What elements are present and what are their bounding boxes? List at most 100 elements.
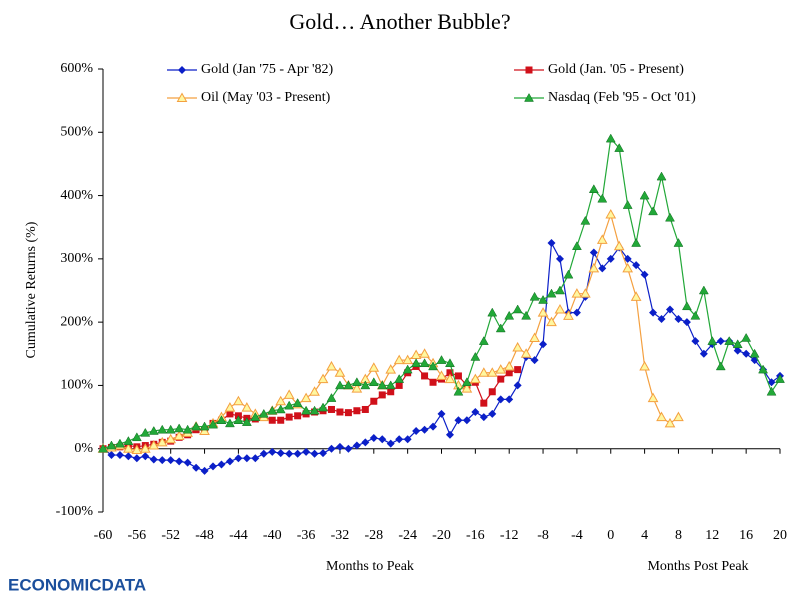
x-tick-label: -60 [94, 528, 113, 543]
marker [149, 455, 158, 464]
marker [277, 416, 285, 424]
marker [674, 314, 683, 323]
marker [370, 397, 378, 405]
marker [504, 310, 515, 320]
marker [512, 304, 523, 314]
x-tick-label: 20 [773, 528, 787, 543]
marker [488, 409, 497, 418]
marker [268, 447, 277, 456]
marker [715, 361, 726, 371]
x-tick-label: -32 [331, 528, 350, 543]
marker [158, 456, 167, 465]
marker [275, 395, 287, 406]
marker [258, 408, 269, 418]
marker [217, 460, 226, 469]
marker [623, 254, 632, 263]
x-tick-label: -8 [537, 528, 549, 543]
x-tick-label: -12 [500, 528, 519, 543]
marker [649, 308, 658, 317]
marker [360, 380, 371, 390]
x-tick-label: -4 [571, 528, 583, 543]
marker [454, 416, 463, 425]
marker [309, 405, 320, 415]
logo: ECONOMICDATA [8, 575, 146, 594]
marker [640, 270, 649, 279]
marker [605, 209, 617, 219]
marker [741, 332, 752, 342]
marker [412, 426, 421, 435]
marker [192, 463, 201, 472]
marker [361, 438, 370, 447]
marker [233, 415, 244, 424]
y-tick-label: 200% [60, 314, 93, 329]
marker [429, 422, 438, 431]
marker [285, 449, 294, 458]
marker [335, 442, 344, 451]
marker [267, 405, 278, 415]
marker [344, 444, 353, 453]
marker [132, 454, 141, 463]
marker [175, 457, 184, 466]
marker [446, 369, 454, 377]
marker [647, 392, 659, 403]
marker [241, 417, 252, 426]
marker [588, 262, 600, 273]
marker [691, 337, 700, 346]
marker [318, 402, 328, 412]
marker [199, 421, 210, 431]
marker [563, 269, 574, 279]
marker [630, 291, 642, 301]
marker [598, 264, 607, 273]
x-tick-label: -16 [466, 528, 485, 543]
marker [445, 358, 455, 368]
marker [470, 351, 481, 361]
y-tick-label: 100% [60, 378, 93, 393]
marker [173, 430, 185, 441]
marker [284, 400, 295, 410]
x-tick-label: -56 [128, 528, 147, 543]
marker [478, 336, 489, 345]
marker [139, 443, 151, 453]
marker [673, 411, 684, 422]
marker [471, 408, 480, 417]
marker [758, 364, 769, 374]
marker [368, 377, 379, 387]
marker [597, 193, 608, 203]
marker [275, 404, 286, 414]
marker [131, 432, 142, 442]
marker [496, 395, 505, 404]
y-tick-label: 300% [60, 251, 93, 266]
marker [107, 451, 116, 460]
marker [749, 348, 760, 358]
marker [622, 262, 634, 273]
marker [182, 424, 193, 434]
marker [385, 364, 397, 374]
marker [563, 310, 574, 320]
marker [209, 462, 218, 471]
marker [317, 373, 329, 384]
marker [131, 444, 143, 454]
marker [436, 355, 447, 364]
marker [344, 409, 352, 417]
marker [444, 373, 456, 384]
marker [766, 386, 777, 396]
marker [480, 399, 488, 407]
marker [369, 433, 378, 442]
marker [681, 301, 692, 311]
marker [487, 307, 498, 317]
marker [225, 418, 235, 428]
marker [454, 372, 462, 380]
x-tick-label: 12 [705, 528, 719, 543]
marker [664, 417, 676, 428]
marker [251, 454, 260, 463]
marker [268, 416, 276, 424]
marker [421, 372, 429, 380]
y-axis-label: Cumulative Returns (%) [24, 221, 39, 358]
legend-label: Nasdaq (Feb '95 - Oct '01) [548, 90, 696, 105]
x-tick-label: 4 [641, 528, 648, 543]
marker [546, 316, 557, 327]
marker [497, 375, 505, 383]
marker [259, 449, 268, 458]
marker [521, 310, 532, 320]
marker [385, 380, 396, 390]
